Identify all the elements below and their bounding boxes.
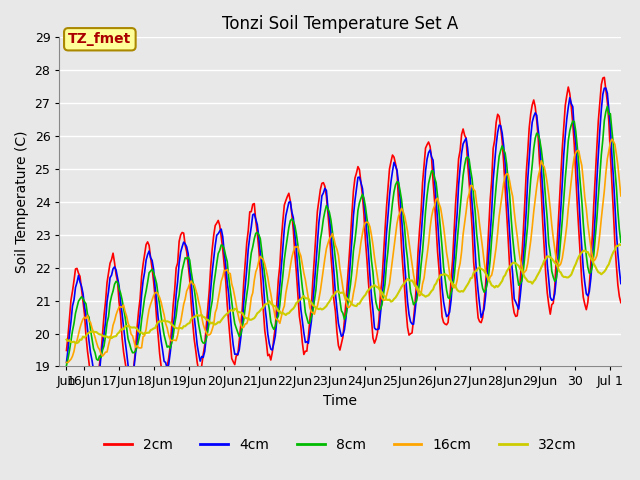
Y-axis label: Soil Temperature (C): Soil Temperature (C) (15, 131, 29, 273)
X-axis label: Time: Time (323, 394, 357, 408)
Legend: 2cm, 4cm, 8cm, 16cm, 32cm: 2cm, 4cm, 8cm, 16cm, 32cm (98, 432, 582, 458)
Title: Tonzi Soil Temperature Set A: Tonzi Soil Temperature Set A (222, 15, 458, 33)
Text: TZ_fmet: TZ_fmet (68, 32, 131, 46)
